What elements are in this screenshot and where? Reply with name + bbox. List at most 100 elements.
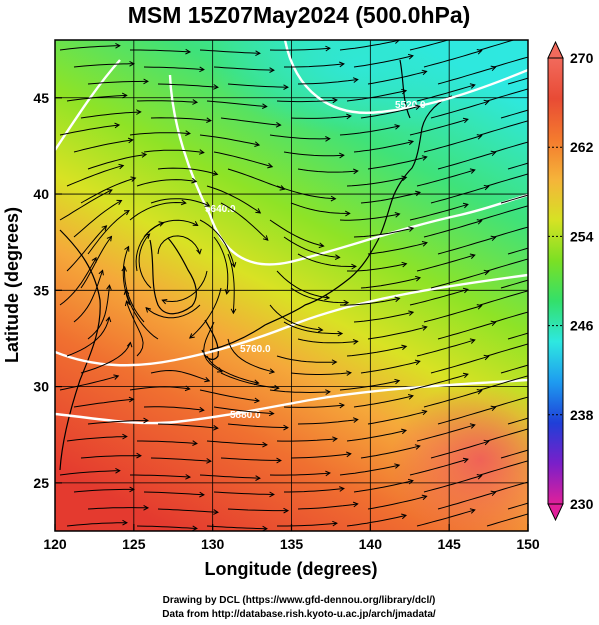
streamline-arrow bbox=[337, 330, 344, 337]
streamline bbox=[479, 375, 528, 391]
streamline bbox=[122, 246, 131, 306]
streamline-arrow bbox=[421, 325, 428, 331]
y-axis-ticks: 45 40 35 30 25 bbox=[33, 90, 62, 491]
streamline bbox=[213, 66, 274, 71]
x-tick-label: 145 bbox=[437, 536, 461, 552]
streamline bbox=[206, 355, 259, 384]
streamline bbox=[437, 151, 496, 170]
streamline-arrow bbox=[332, 97, 338, 104]
colorbar-tick-label: 230 bbox=[570, 496, 594, 512]
streamline bbox=[437, 406, 496, 425]
streamline bbox=[73, 200, 122, 238]
streamline-arrow bbox=[352, 339, 359, 345]
streamline-arrow bbox=[331, 359, 338, 366]
streamline bbox=[269, 472, 330, 476]
streamline bbox=[297, 79, 358, 85]
streamline-arrow bbox=[490, 490, 497, 497]
credit-drawing: Drawing by DCL (https://www.gfd-dennou.o… bbox=[163, 595, 436, 606]
streamline-arrow bbox=[180, 199, 187, 206]
streamline bbox=[59, 470, 120, 476]
streamline bbox=[87, 80, 148, 85]
streamline-arrow bbox=[115, 467, 121, 474]
streamline bbox=[269, 304, 323, 331]
streamline bbox=[339, 380, 400, 391]
streamline bbox=[136, 100, 198, 103]
streamline bbox=[346, 345, 407, 357]
streamline bbox=[507, 247, 528, 255]
streamline-arrow bbox=[230, 261, 237, 268]
streamline bbox=[339, 297, 400, 306]
colorbar-tick-label: 270 bbox=[570, 50, 594, 66]
streamline-arrow bbox=[199, 66, 205, 73]
streamline-arrow bbox=[476, 304, 483, 310]
streamline bbox=[507, 502, 528, 510]
streamline-arrow bbox=[394, 463, 401, 469]
contour-5520 bbox=[55, 40, 528, 151]
streamline-arrow bbox=[114, 122, 121, 129]
streamline-arrow bbox=[192, 220, 199, 227]
streamline bbox=[493, 481, 528, 493]
streamline bbox=[290, 287, 349, 304]
x-tick-label: 150 bbox=[516, 536, 540, 552]
streamline bbox=[339, 464, 400, 476]
streamline bbox=[423, 50, 482, 68]
streamline bbox=[213, 491, 274, 495]
streamline bbox=[430, 270, 489, 289]
coastlines bbox=[59, 59, 453, 471]
streamline-arrow bbox=[213, 509, 219, 515]
streamline-arrow bbox=[533, 202, 538, 207]
streamline-arrow bbox=[143, 504, 150, 511]
streamline bbox=[500, 449, 528, 459]
streamline bbox=[73, 63, 134, 68]
streamline-arrow bbox=[106, 284, 112, 291]
streamline-arrow bbox=[540, 423, 545, 428]
streamline-arrow bbox=[158, 221, 165, 227]
streamline-arrow bbox=[401, 344, 408, 351]
streamline bbox=[346, 90, 407, 102]
streamline bbox=[409, 373, 469, 391]
streamline bbox=[220, 457, 281, 461]
streamline bbox=[136, 179, 197, 187]
streamline-arrow bbox=[421, 494, 428, 501]
streamline bbox=[416, 424, 475, 442]
streamline bbox=[353, 55, 414, 68]
streamline bbox=[157, 235, 201, 255]
streamline bbox=[123, 266, 145, 323]
streamline-arrow bbox=[352, 501, 359, 508]
streamline-arrow bbox=[325, 45, 331, 52]
streamline-arrow bbox=[130, 176, 137, 182]
streamline-arrow bbox=[199, 406, 205, 413]
streamline bbox=[423, 220, 482, 238]
contour-label: 5760.0 bbox=[240, 344, 271, 355]
streamline-arrow bbox=[483, 184, 490, 191]
streamline-arrow bbox=[192, 440, 198, 446]
streamline-arrow bbox=[124, 300, 131, 307]
streamline-arrow bbox=[262, 235, 269, 241]
streamline bbox=[206, 185, 261, 214]
streamline bbox=[66, 436, 127, 442]
streamline-arrow bbox=[255, 208, 262, 214]
streamline-arrow bbox=[421, 241, 428, 247]
streamline bbox=[416, 169, 475, 187]
streamline-arrow bbox=[188, 333, 195, 339]
streamline-arrow bbox=[533, 32, 538, 37]
streamline-arrow bbox=[106, 189, 113, 195]
streamline bbox=[73, 398, 134, 408]
streamline-arrow bbox=[121, 92, 128, 99]
map-plot-area: 5520.0 5640.0 5760.0 5880.0 bbox=[55, 32, 545, 531]
streamline bbox=[206, 100, 267, 107]
streamline bbox=[66, 225, 107, 272]
streamline bbox=[486, 258, 528, 272]
streamline bbox=[130, 49, 191, 53]
streamline bbox=[500, 109, 528, 119]
streamline bbox=[367, 495, 427, 510]
streamline bbox=[284, 63, 344, 68]
streamline-arrow bbox=[353, 168, 359, 175]
streamline-arrow bbox=[339, 61, 345, 68]
streamline bbox=[416, 339, 475, 357]
streamline-arrow bbox=[123, 288, 130, 295]
streamline-arrow bbox=[407, 394, 414, 400]
streamline-arrow bbox=[346, 451, 352, 458]
streamline bbox=[409, 203, 469, 221]
streamline-arrow bbox=[325, 470, 331, 477]
